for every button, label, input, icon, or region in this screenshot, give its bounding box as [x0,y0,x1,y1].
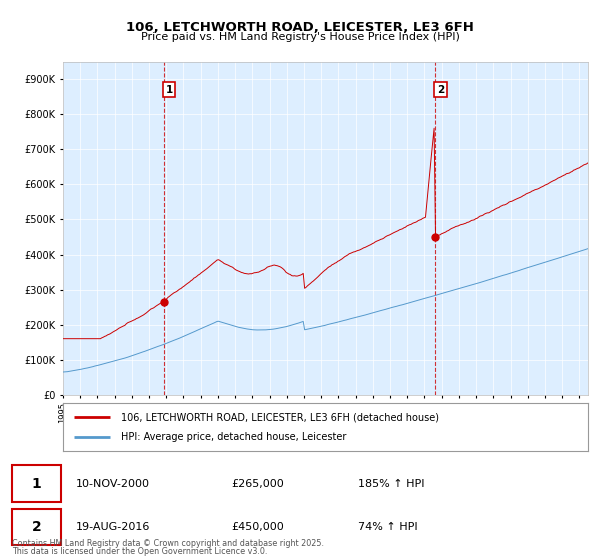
Text: 2: 2 [32,520,41,534]
Text: Contains HM Land Registry data © Crown copyright and database right 2025.: Contains HM Land Registry data © Crown c… [12,539,324,548]
Text: £265,000: £265,000 [231,479,284,489]
Text: £450,000: £450,000 [231,522,284,532]
Text: 185% ↑ HPI: 185% ↑ HPI [358,479,424,489]
Text: 74% ↑ HPI: 74% ↑ HPI [358,522,417,532]
Text: HPI: Average price, detached house, Leicester: HPI: Average price, detached house, Leic… [121,432,346,442]
Text: 1: 1 [166,85,173,95]
Text: 106, LETCHWORTH ROAD, LEICESTER, LE3 6FH (detached house): 106, LETCHWORTH ROAD, LEICESTER, LE3 6FH… [121,413,439,422]
FancyBboxPatch shape [12,509,61,545]
Text: 10-NOV-2000: 10-NOV-2000 [76,479,149,489]
Text: 19-AUG-2016: 19-AUG-2016 [76,522,150,532]
Text: 106, LETCHWORTH ROAD, LEICESTER, LE3 6FH: 106, LETCHWORTH ROAD, LEICESTER, LE3 6FH [126,21,474,34]
FancyBboxPatch shape [12,465,61,502]
Text: 2: 2 [437,85,444,95]
Text: Price paid vs. HM Land Registry's House Price Index (HPI): Price paid vs. HM Land Registry's House … [140,32,460,42]
Text: 1: 1 [32,477,41,491]
Text: This data is licensed under the Open Government Licence v3.0.: This data is licensed under the Open Gov… [12,547,268,556]
